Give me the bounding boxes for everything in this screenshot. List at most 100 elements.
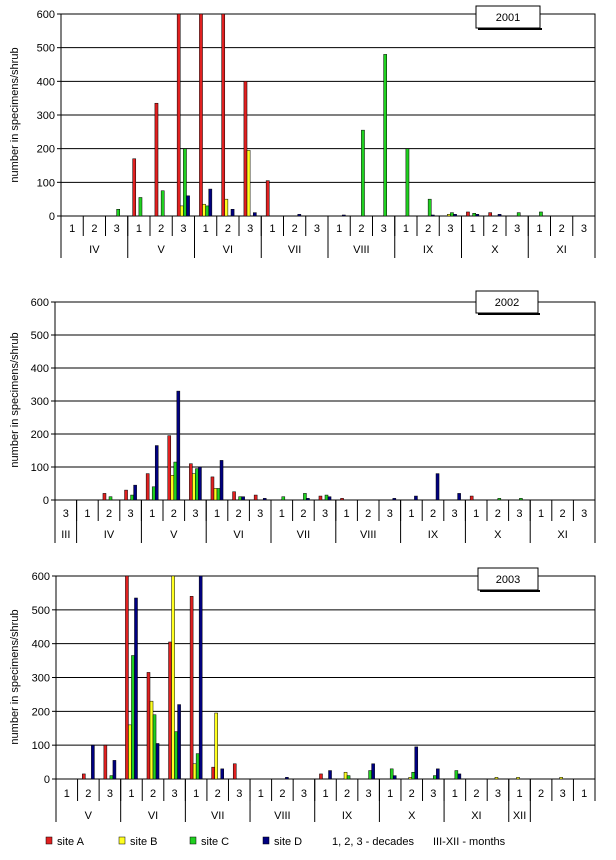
bar-site-a [253,494,258,501]
bar-site-a [189,463,193,501]
bar-site-c [216,488,221,501]
bar-site-d [414,746,419,780]
y-tick-label: 300 [31,396,49,408]
bar-site-c [368,770,372,780]
bar-site-d [198,575,203,780]
decade-label: 3 [495,788,501,800]
bar-site-d [414,495,418,501]
decade-label: 3 [322,508,328,520]
decade-label: 3 [581,508,587,520]
chart-title: 2002 [495,297,519,309]
decade-label: 2 [358,223,364,235]
bar-site-a [132,158,137,217]
bar-site-b [192,473,196,501]
bar-site-d [392,775,397,780]
decade-label: 2 [106,508,112,520]
bar-site-d [306,498,310,501]
bar-site-b [213,488,218,501]
bar-site-d [241,496,245,501]
decade-label: 1 [84,508,90,520]
y-tick-label: 400 [37,76,55,88]
decade-label: 2 [425,223,431,235]
bar-site-b [559,777,563,780]
bar-site-b [408,777,412,780]
decade-label: 1 [408,508,414,520]
decade-label: 2 [150,788,156,800]
chart-title: 2003 [496,574,520,586]
bar-site-c [450,212,454,217]
y-tick-label: 300 [32,673,50,685]
y-tick-label: 200 [32,706,50,718]
bar-site-c [238,496,242,501]
chart-3: 0 100 200 300 400 500 600 number in specimens/s… [9,567,596,822]
decade-label: 1 [258,788,264,800]
decade-label: 2 [225,223,231,235]
bar-site-a [125,575,129,780]
bar-site-d [186,195,190,217]
decade-label: 1 [279,508,285,520]
decade-label: 1 [214,508,220,520]
bar-site-d [155,743,160,780]
decade-label: 3 [560,788,566,800]
bar-site-c [195,468,199,501]
bar-site-a [154,102,159,217]
bar-site-b [343,771,348,780]
bar-site-b [246,150,251,217]
bar-site-d [297,214,302,217]
chart-title-shadow [480,590,540,592]
decade-label: 3 [172,788,178,800]
month-label: IX [428,529,439,541]
month-label: XI [557,529,567,541]
bar-site-c [383,54,388,217]
bar-site-a [265,180,270,217]
bar-site-d [252,212,257,217]
bar-site-d [371,763,375,780]
bar-site-c [433,775,437,780]
bar-site-d [134,597,138,780]
bar-site-d [475,214,480,217]
decade-label: 2 [236,508,242,520]
bar-site-d [230,209,235,217]
y-tick-label: 100 [31,462,49,474]
bar-site-c [497,498,502,501]
chart-title-shadow [478,28,542,30]
bar-site-a [318,495,323,501]
bar-site-c [205,205,210,217]
bar-site-d [262,498,267,501]
bar-site-c [108,496,113,501]
bar-site-d [208,188,213,217]
decade-label: 3 [514,223,520,235]
decade-label: 3 [180,223,186,235]
bar-site-d [341,214,346,217]
decade-label: 1 [403,223,409,235]
decade-label: 2 [85,788,91,800]
legend-swatch-site-d [262,836,270,845]
decade-label: 1 [470,223,476,235]
month-label: XII [513,810,526,822]
bar-site-b [214,712,218,780]
decade-label: 3 [314,223,320,235]
month-label: III [61,529,70,541]
bar-site-c [138,197,143,217]
y-tick-label: 100 [37,177,55,189]
bar-site-b [170,475,175,501]
decade-label: 2 [559,223,565,235]
decade-label: 1 [473,508,479,520]
bar-site-d [154,445,159,501]
decade-label: 1 [322,788,328,800]
bar-site-d [328,770,332,780]
y-tick-label: 500 [37,43,55,55]
month-label: VII [288,244,301,256]
month-label: VIII [353,244,370,256]
month-label: IX [423,244,434,256]
bar-site-a [243,81,248,217]
decade-label: 1 [193,788,199,800]
bar-site-c [361,129,365,217]
decade-label: 1 [452,788,458,800]
bar-site-a [210,476,215,501]
bar-site-a [167,435,172,501]
y-tick-label: 0 [43,495,49,507]
y-tick-label: 500 [32,605,50,617]
decade-label: 3 [236,788,242,800]
decade-label: 2 [430,508,436,520]
